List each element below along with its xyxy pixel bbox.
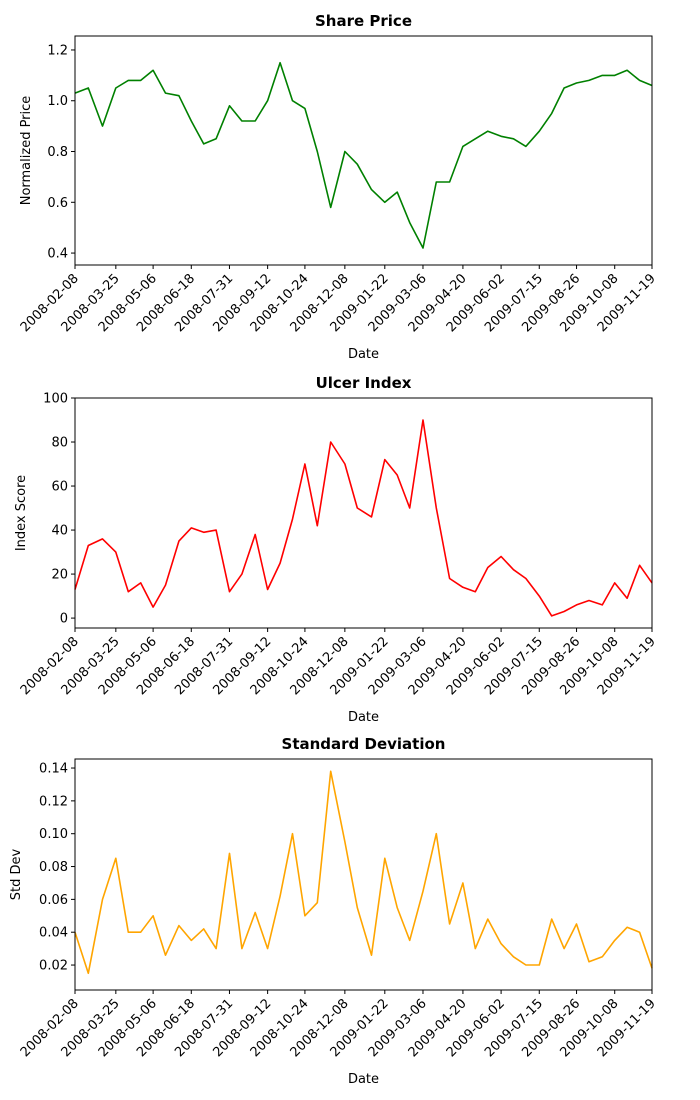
y-tick-label: 1.0 xyxy=(47,94,68,109)
y-axis-label: Index Score xyxy=(14,475,29,551)
y-tick-label: 0.8 xyxy=(47,145,68,160)
y-tick-label: 100 xyxy=(43,392,68,407)
y-tick-label: 0.4 xyxy=(47,247,68,262)
chart-title: Ulcer Index xyxy=(316,374,412,392)
y-tick-label: 0.02 xyxy=(39,959,68,974)
plot-frame xyxy=(74,35,653,266)
x-axis-label: Date xyxy=(348,1072,379,1087)
y-tick-label: 80 xyxy=(51,436,68,451)
y-tick-label: 0 xyxy=(60,612,68,627)
x-axis-label: Date xyxy=(348,347,379,362)
plot-frame xyxy=(74,397,653,629)
chart-title: Share Price xyxy=(315,12,412,30)
y-axis-label: Std Dev xyxy=(9,848,24,900)
data-line xyxy=(74,61,653,249)
y-tick-label: 0.12 xyxy=(39,794,68,809)
y-tick-label: 1.2 xyxy=(47,43,68,58)
y-tick-label: 20 xyxy=(51,568,68,583)
y-tick-label: 0.14 xyxy=(39,762,68,777)
y-tick-label: 0.10 xyxy=(39,827,68,842)
data-line xyxy=(74,419,653,617)
y-tick-label: 0.06 xyxy=(39,893,68,908)
y-tick-label: 60 xyxy=(51,480,68,495)
data-line xyxy=(74,770,653,975)
y-tick-label: 0.04 xyxy=(39,926,68,941)
x-axis-label: Date xyxy=(348,710,379,725)
plot-frame xyxy=(74,758,653,991)
y-tick-label: 0.08 xyxy=(39,860,68,875)
y-axis-label: Normalized Price xyxy=(19,96,34,206)
chart-title: Standard Deviation xyxy=(282,735,446,753)
y-tick-label: 0.6 xyxy=(47,196,68,211)
y-tick-label: 40 xyxy=(51,524,68,539)
